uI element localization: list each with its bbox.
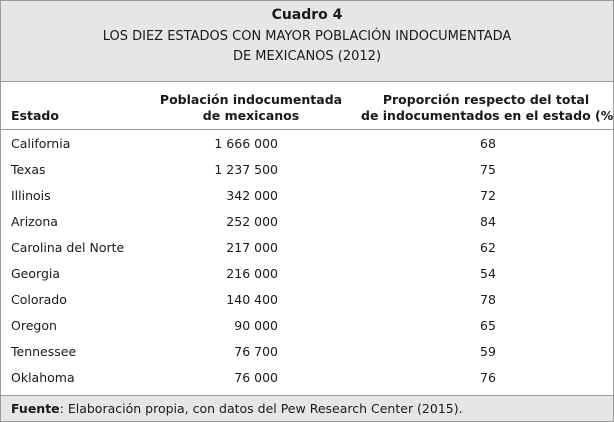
- column-header: de indocumentados en el estado (%): [361, 108, 614, 123]
- subtitle: DE MEXICANOS (2012): [232, 49, 382, 64]
- population-cell: 90 000: [234, 318, 278, 333]
- column-header: Población indocumentada: [159, 92, 343, 107]
- population-cell: 252 000: [226, 214, 278, 229]
- state-cell: Oklahoma: [11, 370, 75, 385]
- state-cell: Tennessee: [11, 344, 77, 359]
- proportion-cell: 54: [480, 266, 496, 281]
- proportion-cell: 65: [480, 318, 496, 333]
- population-cell: 76 700: [234, 344, 278, 359]
- state-cell: Arizona: [11, 214, 58, 229]
- state-cell: Carolina del Norte: [11, 240, 125, 255]
- proportion-cell: 76: [480, 370, 496, 385]
- proportion-cell: 75: [480, 162, 496, 177]
- proportion-cell: 84: [480, 214, 496, 229]
- state-cell: Texas: [11, 162, 46, 177]
- population-cell: 342 000: [226, 188, 278, 203]
- footer: Fuente: Elaboración propia, con datos de…: [1, 395, 613, 421]
- proportion-cell: 78: [480, 292, 496, 307]
- population-cell: 1 666 000: [214, 136, 278, 151]
- state-cell: Illinois: [11, 188, 51, 203]
- proportion-cell: 59: [480, 344, 496, 359]
- subtitle: LOS DIEZ ESTADOS CON MAYOR POBLACIÓN IND…: [102, 29, 512, 44]
- table-header: Cuadro 4 LOS DIEZ ESTADOS CON MAYOR POBL…: [1, 1, 613, 82]
- proportion-cell: 68: [480, 136, 496, 151]
- column-header: Estado: [11, 108, 59, 123]
- column-header: de mexicanos: [202, 108, 300, 123]
- proportion-cell: 72: [480, 188, 496, 203]
- state-cell: Colorado: [11, 292, 67, 307]
- state-cell: Georgia: [11, 266, 61, 281]
- population-cell: 140 400: [226, 292, 278, 307]
- source-text: : Elaboración propia, con datos del Pew …: [59, 401, 463, 416]
- column-headers: Estado Población indocumentada de mexicano…: [1, 81, 613, 130]
- population-cell: 217 000: [226, 240, 278, 255]
- title: Cuadro 4: [271, 7, 343, 23]
- population-cell: 76 000: [234, 370, 278, 385]
- population-cell: 1 237 500: [214, 162, 278, 177]
- proportion-cell: 62: [480, 240, 496, 255]
- source-label: Fuente: [11, 401, 60, 416]
- population-cell: 216 000: [226, 266, 278, 281]
- state-cell: Oregon: [11, 318, 57, 333]
- state-cell: California: [11, 136, 71, 151]
- column-header: Proporción respecto del total: [382, 92, 590, 107]
